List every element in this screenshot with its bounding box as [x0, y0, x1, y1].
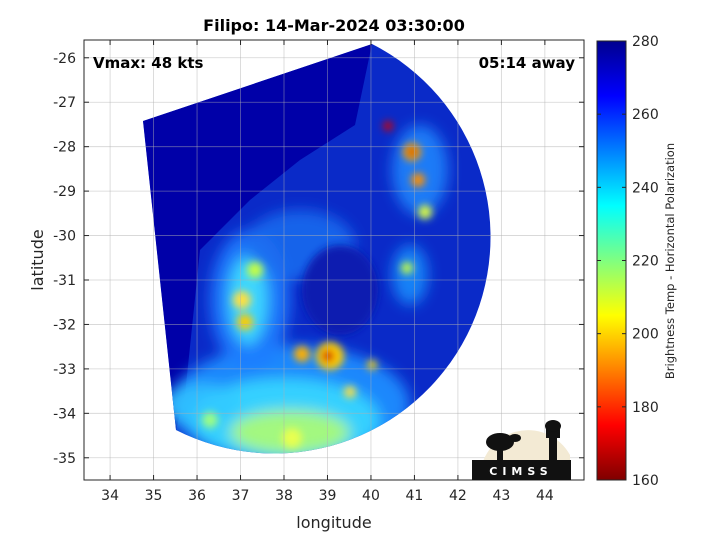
storm-eye: [302, 245, 378, 335]
y-tick-label: -32: [53, 317, 76, 333]
vmax-annotation: Vmax: 48 kts: [93, 54, 203, 72]
y-tick-label: -28: [53, 140, 76, 156]
colorbar-label: Brightness Temp - Horizontal Polarizatio…: [663, 143, 677, 379]
colorbar-tick-label: 280: [632, 34, 659, 50]
colorbar-tick-label: 220: [632, 254, 659, 270]
y-tick-label: -29: [53, 184, 76, 200]
colorbar-tick-label: 240: [632, 180, 659, 196]
logo-bar: [472, 460, 571, 480]
axes-frame: [83, 39, 585, 481]
x-tick-label: 44: [536, 488, 554, 504]
y-axis: -26 -27 -28 -29 -30 -31 -32 -33 -34 -35: [53, 51, 584, 467]
x-tick-label: 43: [492, 488, 510, 504]
y-axis-label: latitude: [28, 229, 47, 290]
colorbar-ticks: 160 180 200 220 240 260 280: [597, 34, 659, 489]
colorbar-tick-label: 180: [632, 400, 659, 416]
chart-title: Filipo: 14-Mar-2024 03:30:00: [203, 16, 465, 35]
x-tick-label: 38: [275, 488, 293, 504]
swath-image: [143, 44, 491, 454]
colorbar: 160 180 200 220 240 260 280 Brightness Temp - …: [596, 34, 677, 489]
x-axis-label: longitude: [296, 513, 371, 532]
x-tick-label: 36: [188, 488, 206, 504]
x-tick-label: 34: [101, 488, 119, 504]
cimss-logo: CIMSS: [472, 420, 571, 480]
x-tick-label: 37: [232, 488, 250, 504]
swath-dark-region: [143, 44, 372, 430]
x-tick-label: 39: [319, 488, 337, 504]
y-tick-label: -35: [53, 451, 76, 467]
colorbar-tick-label: 160: [632, 473, 659, 489]
logo-silhouette-icon: [486, 420, 561, 460]
y-tick-label: -34: [53, 406, 76, 422]
x-axis: 34 35 36 37 38 39 40 41 42 43 44: [101, 40, 554, 504]
grid: [84, 40, 584, 480]
colorbar-tick-label: 260: [632, 107, 659, 123]
x-tick-label: 41: [406, 488, 424, 504]
x-tick-label: 35: [145, 488, 163, 504]
colorbar-gradient: [596, 40, 627, 481]
x-tick-label: 42: [449, 488, 467, 504]
y-tick-label: -26: [53, 51, 76, 67]
logo-text: CIMSS: [489, 465, 552, 478]
y-tick-label: -27: [53, 95, 76, 111]
y-tick-label: -33: [53, 362, 76, 378]
time-away-annotation: 05:14 away: [479, 54, 576, 72]
x-tick-label: 40: [362, 488, 380, 504]
colorbar-tick-label: 200: [632, 327, 659, 343]
y-tick-label: -30: [53, 229, 76, 245]
y-tick-label: -31: [53, 273, 76, 289]
